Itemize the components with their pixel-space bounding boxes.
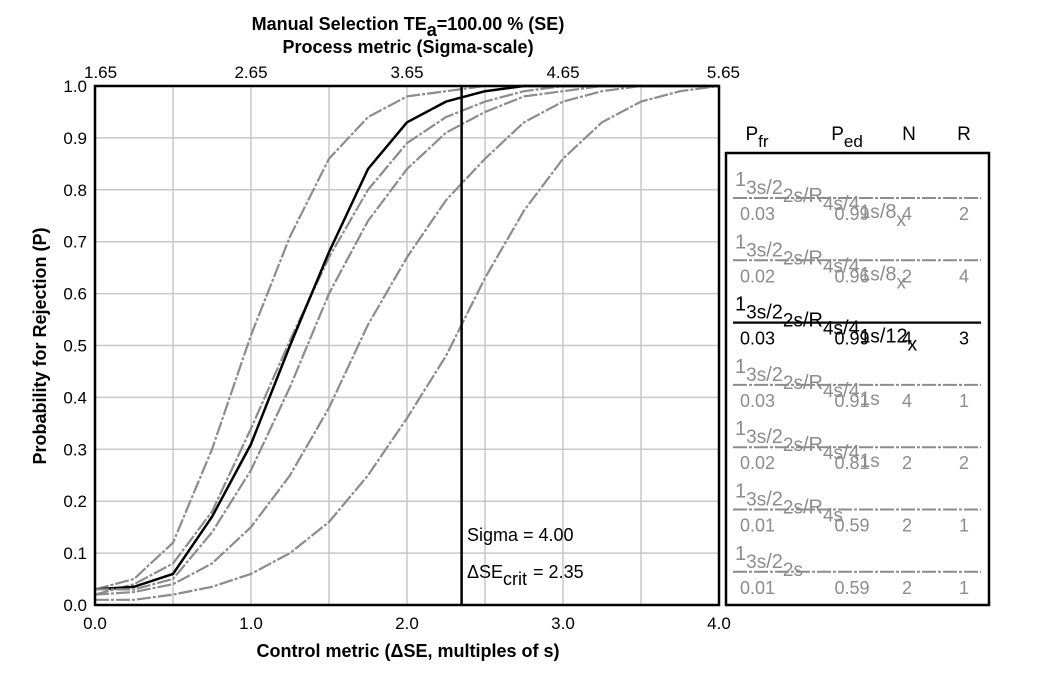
legend-pfr-value: 0.02: [740, 266, 775, 286]
series-line-5: [94, 84, 719, 596]
series-line-6: [95, 84, 720, 601]
legend-n-value: 2: [902, 578, 912, 598]
top-tick-label: 2.65: [234, 63, 267, 82]
annotation: Sigma = 4.00 ΔSEcrit = 2.35: [467, 525, 584, 589]
legend-header: Ped: [831, 124, 863, 151]
legend-n-value: 2: [902, 266, 912, 286]
y-tick-label: 0.1: [63, 544, 87, 563]
legend-header: R: [957, 124, 971, 145]
legend-n-value: 4: [902, 329, 912, 349]
y-tick-label: 0.8: [63, 181, 87, 200]
y-tick-label: 0.6: [63, 285, 87, 304]
y-axis-title: Probability for Rejection (P): [30, 227, 50, 464]
legend-ped-value: 0.99: [834, 329, 869, 349]
x-tick-label: 3.0: [551, 614, 575, 633]
plot-frame: [93, 84, 721, 607]
x-axis-title: Control metric (ΔSE, multiples of s): [257, 641, 560, 661]
series-line-1: [94, 84, 719, 591]
legend-pfr-value: 0.03: [740, 329, 775, 349]
legend-n-value: 4: [902, 204, 912, 224]
legend-r-value: 1: [959, 516, 969, 536]
legend-rule-label: 13s/22s: [735, 543, 803, 581]
y-tick-label: 0.3: [63, 440, 87, 459]
top-tick-label: 1.65: [84, 63, 117, 82]
legend-ped-value: 0.81: [834, 453, 869, 473]
y-tick-label: 1.0: [63, 77, 87, 96]
legend-ped-value: 0.59: [834, 578, 869, 598]
legend-frame: [724, 151, 991, 607]
legend-pfr-value: 0.02: [740, 453, 775, 473]
legend-pfr-value: 0.03: [740, 204, 775, 224]
x-tick-label: 4.0: [707, 614, 731, 633]
legend-r-value: 1: [959, 391, 969, 411]
legend-pfr-value: 0.01: [740, 516, 775, 536]
legend-rule-label: 13s/22s/R4s/41s: [735, 418, 880, 472]
legend-r-value: 2: [959, 453, 969, 473]
legend-pfr-value: 0.01: [740, 578, 775, 598]
y-tick-label: 0.4: [63, 388, 87, 407]
legend-n-value: 4: [902, 391, 912, 411]
legend-header: Pfr: [745, 124, 768, 151]
legend-r-value: 4: [959, 266, 969, 286]
y-tick-label: 0.2: [63, 492, 87, 511]
x-tick-label: 2.0: [395, 614, 419, 633]
y-tick-label: 0.5: [63, 337, 87, 356]
sigma-annotation: Sigma = 4.00: [467, 525, 574, 545]
top-tick-label: 5.65: [707, 63, 740, 82]
grid: [95, 86, 719, 605]
x-tick-label: 0.0: [83, 614, 107, 633]
legend-ped-value: 0.59: [834, 516, 869, 536]
legend-rule-label: 13s/22s/R4s/41s/8x: [735, 169, 907, 231]
legend-rule-label: 13s/22s/R4s: [735, 481, 843, 527]
legend-ped-value: 0.96: [834, 266, 869, 286]
legend-n-value: 2: [902, 516, 912, 536]
legend-rule-label: 13s/22s/R4s/41s: [735, 356, 880, 410]
legend-n-value: 2: [902, 453, 912, 473]
top-tick-label: 4.65: [546, 63, 579, 82]
y-tick-label: 0.7: [63, 233, 87, 252]
legend-ped-value: 0.91: [834, 391, 869, 411]
legend-ped-value: 0.99: [834, 204, 869, 224]
x-tick-label: 1.0: [239, 614, 263, 633]
legend-r-value: 1: [959, 578, 969, 598]
legend-header: N: [902, 124, 916, 145]
legend-r-value: 2: [959, 204, 969, 224]
legend-r-value: 3: [959, 329, 969, 349]
axes: 0.0 0.1 0.2 0.3 0.4 0.5 0.6 0.7 0.8 0.9 1.0 0.0 1.0 2…: [63, 63, 740, 633]
dse-crit-annotation: ΔSEcrit = 2.35: [467, 562, 584, 589]
y-tick-label: 0.0: [63, 596, 87, 615]
top-tick-label: 3.65: [390, 63, 423, 82]
top-axis-title: Process metric (Sigma-scale): [282, 37, 533, 57]
y-tick-label: 0.9: [63, 129, 87, 148]
chart-title: Manual Selection TEa=100.00 % (SE): [252, 14, 565, 40]
legend-pfr-value: 0.03: [740, 391, 775, 411]
